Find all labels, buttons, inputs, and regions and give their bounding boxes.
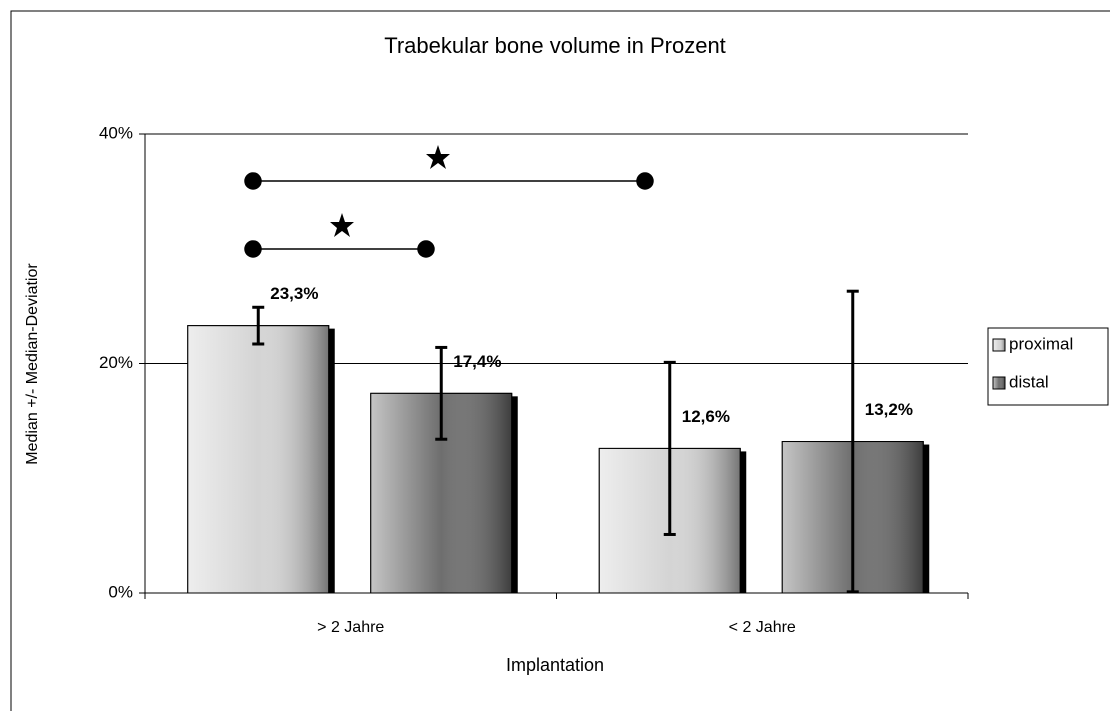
- significance-markers: [244, 145, 654, 258]
- error-bar: [252, 305, 265, 346]
- x-tick-label: < 2 Jahre: [729, 619, 796, 636]
- value-label: 12,6%: [682, 407, 730, 426]
- chart-title: Trabekular bone volume in Prozent: [384, 33, 726, 58]
- y-tick-label: 0%: [108, 582, 133, 601]
- legend-label: distal: [1009, 372, 1049, 391]
- value-label: 17,4%: [453, 352, 501, 371]
- value-label: 23,3%: [270, 284, 318, 303]
- y-tick-label: 40%: [99, 123, 133, 142]
- y-tick-label: 20%: [99, 353, 133, 372]
- legend-box: [987, 327, 1109, 406]
- bar-shading: [187, 325, 330, 594]
- legend-swatch-shade: [992, 376, 1006, 390]
- y-axis-label: Median +/- Median-Deviatior: [24, 263, 41, 465]
- error-bar: [435, 345, 448, 441]
- legend-label: proximal: [1009, 334, 1073, 353]
- x-tick-label: > 2 Jahre: [317, 619, 384, 636]
- error-bar: [663, 360, 676, 536]
- x-axis-label: Implantation: [506, 655, 604, 675]
- chart-frame: [10, 10, 1110, 711]
- error-bar: [846, 289, 859, 594]
- value-label: 13,2%: [865, 400, 913, 419]
- legend-swatch-shade: [992, 338, 1006, 352]
